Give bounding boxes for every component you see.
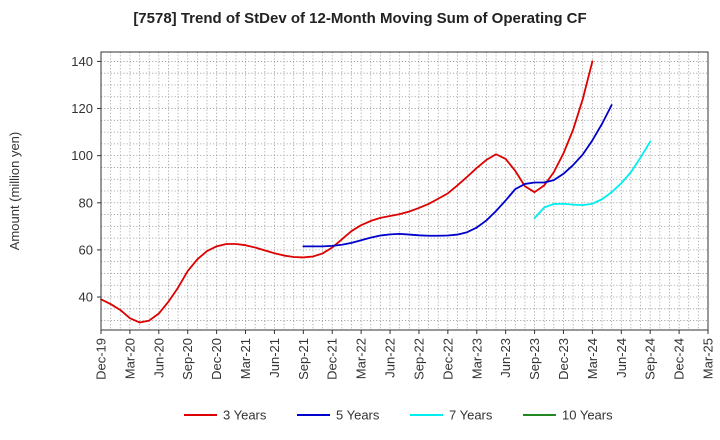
x-tick-label: Sep-24	[643, 338, 658, 380]
legend-label-5-years: 5 Years	[336, 408, 380, 423]
legend-label-10-years: 10 Years	[562, 408, 613, 423]
x-axis-ticks: Dec-19 Mar-20 Jun-20 Sep-20 Dec-20 Mar-21 Jun-…	[94, 330, 716, 380]
x-tick-label: Mar-22	[354, 338, 369, 379]
x-tick-label: Jun-24	[614, 338, 629, 378]
x-tick-label: Mar-24	[585, 338, 600, 379]
y-tick-label: 60	[79, 242, 93, 257]
x-tick-label: Mar-21	[238, 338, 253, 379]
x-tick-label: Dec-20	[209, 338, 224, 380]
x-tick-label: Jun-22	[383, 338, 398, 378]
x-tick-label: Mar-20	[122, 338, 137, 379]
x-tick-label: Sep-20	[180, 338, 195, 380]
x-tick-label: Mar-25	[701, 338, 716, 379]
legend: 3 Years 5 Years 7 Years 10 Years	[184, 408, 613, 423]
x-tick-label: Jun-21	[267, 338, 282, 378]
x-tick-label: Mar-23	[469, 338, 484, 379]
x-tick-label: Dec-19	[94, 338, 109, 380]
series-line-3-years	[100, 60, 594, 324]
legend-label-7-years: 7 Years	[449, 408, 493, 423]
x-tick-label: Sep-23	[527, 338, 542, 380]
y-tick-label: 140	[71, 54, 93, 69]
chart-title: [7578] Trend of StDev of 12-Month Moving…	[133, 10, 587, 27]
x-tick-label: Sep-22	[411, 338, 426, 380]
series-line-5-years	[302, 104, 613, 248]
y-tick-label: 40	[79, 290, 93, 305]
x-tick-label: Jun-20	[151, 338, 166, 378]
y-axis-ticks: 40 60 80 100 120 140	[71, 54, 101, 305]
x-tick-label: Dec-24	[672, 338, 687, 380]
y-tick-label: 100	[71, 148, 93, 163]
x-tick-label: Dec-21	[325, 338, 340, 380]
x-tick-label: Dec-23	[556, 338, 571, 380]
series-line-7-years	[533, 140, 652, 219]
y-tick-label: 120	[71, 101, 93, 116]
x-tick-label: Dec-22	[440, 338, 455, 380]
legend-label-3-years: 3 Years	[223, 408, 267, 423]
plot-frame	[100, 51, 709, 331]
y-axis-label: Amount (million yen)	[7, 132, 22, 251]
series-lines	[100, 60, 652, 324]
x-tick-label: Sep-21	[296, 338, 311, 380]
y-tick-label: 80	[79, 195, 93, 210]
grid	[100, 52, 709, 330]
x-tick-label: Jun-23	[498, 338, 513, 378]
